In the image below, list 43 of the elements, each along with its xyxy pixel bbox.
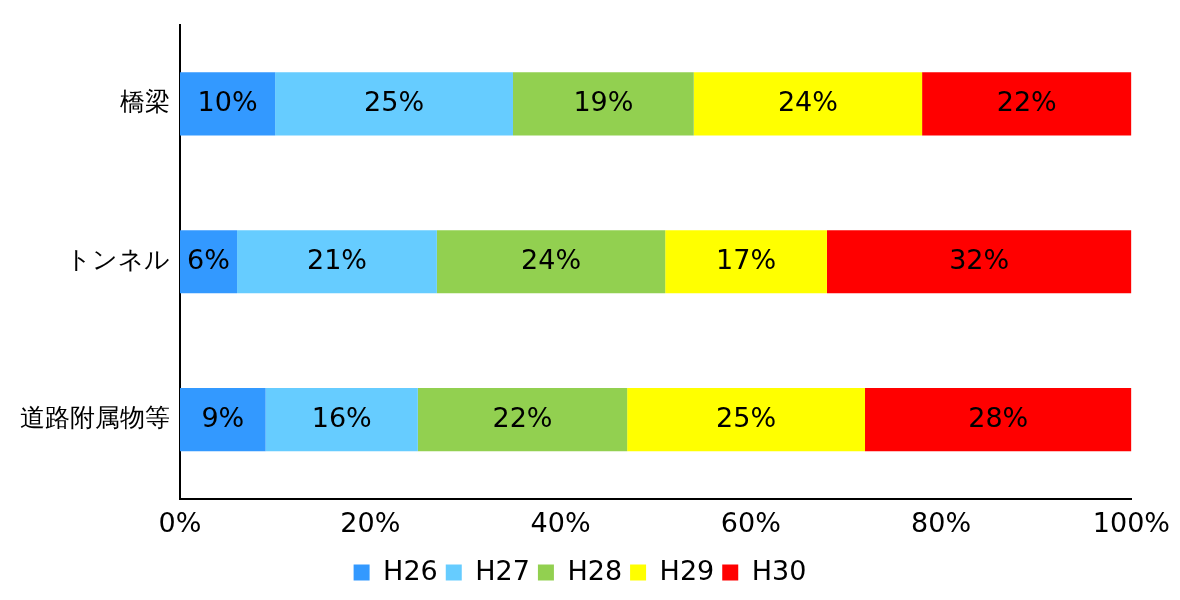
y-tick-label: 橋梁 [120, 87, 170, 117]
y-tick-label: 道路附属物等 [20, 403, 170, 433]
bar [665, 230, 827, 294]
bar [922, 72, 1132, 136]
data-label: 28% [968, 401, 1029, 433]
x-tick-label: 80% [911, 506, 972, 538]
x-tick-label: 0% [158, 506, 202, 538]
y-tick-label: トンネル [66, 245, 170, 275]
bar [436, 230, 666, 294]
data-label: 24% [521, 243, 582, 275]
x-tick-label: 40% [530, 506, 591, 538]
data-label: 25% [716, 401, 777, 433]
data-label: 21% [306, 243, 367, 275]
data-label: 22% [492, 401, 553, 433]
data-label: 17% [716, 243, 777, 275]
legend-label: H26 [383, 554, 438, 586]
data-label: 6% [187, 243, 230, 275]
data-label: 22% [996, 85, 1057, 117]
bar [417, 388, 628, 452]
bar [512, 72, 694, 136]
bar [180, 72, 276, 136]
bar [826, 230, 1132, 294]
x-tick-label: 60% [720, 506, 781, 538]
data-label: 32% [949, 243, 1010, 275]
data-label: 10% [197, 85, 258, 117]
bar [275, 72, 513, 136]
bar [180, 388, 266, 452]
bar [693, 72, 923, 136]
data-label: 16% [311, 401, 372, 433]
bar [265, 388, 418, 452]
data-label: 25% [364, 85, 425, 117]
bar [627, 388, 866, 452]
legend-label: H29 [659, 554, 715, 586]
bar [865, 388, 1132, 452]
legend-label: H28 [567, 554, 623, 586]
legend-label: H30 [751, 554, 807, 586]
x-tick-label: 100% [1092, 506, 1171, 538]
data-label: 24% [777, 85, 838, 117]
legend-label: H27 [475, 554, 530, 586]
data-label: 19% [573, 85, 634, 117]
bar [237, 230, 437, 294]
x-tick-label: 20% [340, 506, 401, 538]
data-label: 9% [201, 401, 245, 433]
